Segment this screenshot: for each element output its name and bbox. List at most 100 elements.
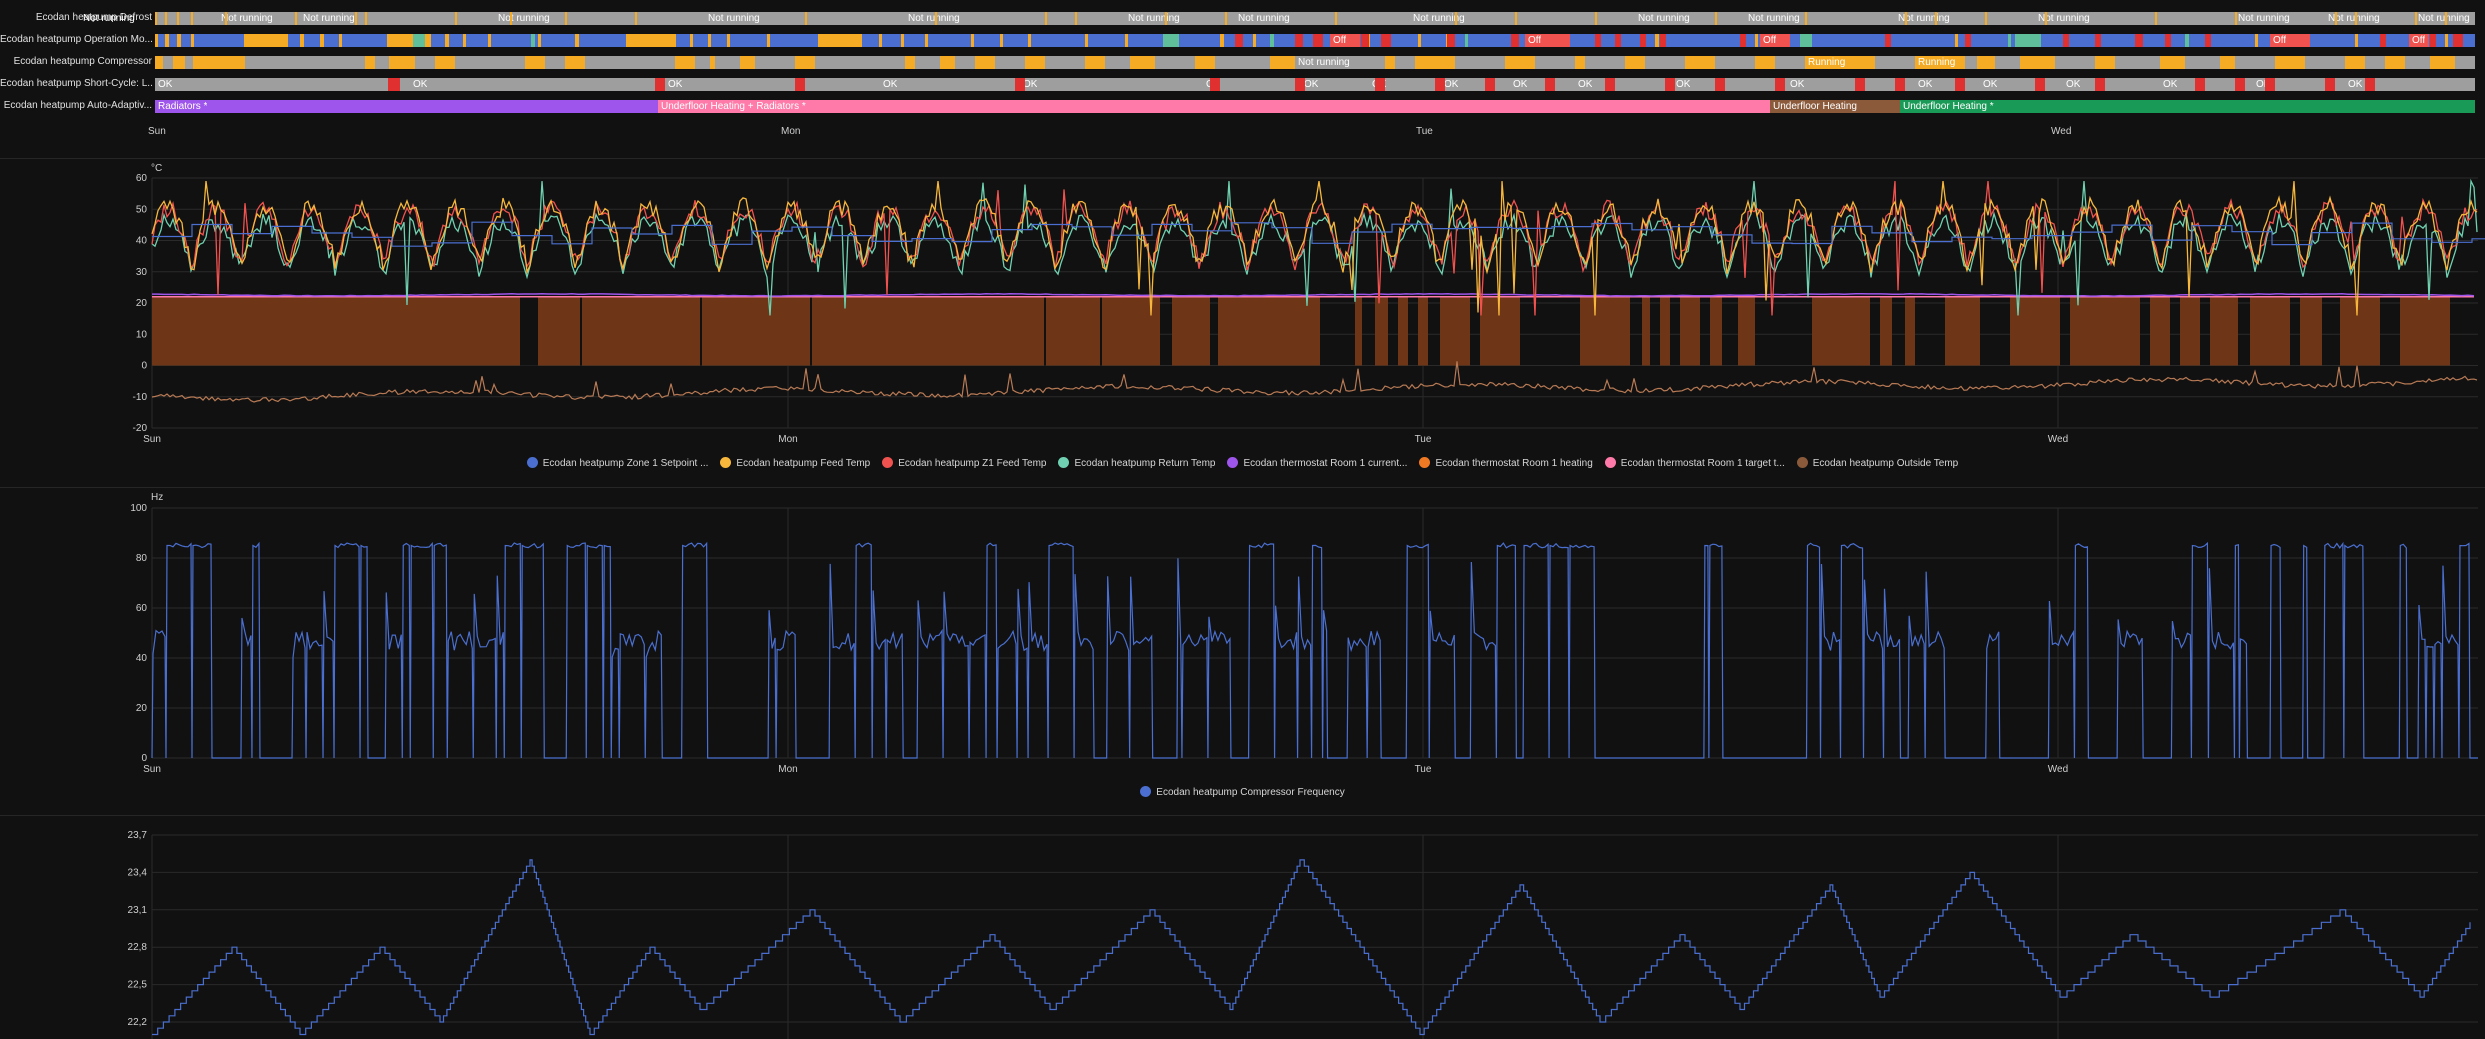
- operation-mode-stop[interactable]: [2165, 34, 2171, 47]
- defrost-tick[interactable]: [191, 12, 193, 25]
- operation-mode-stop[interactable]: [2063, 34, 2069, 47]
- operation-mode-off[interactable]: [1760, 34, 1790, 47]
- operation-mode-hotwater[interactable]: [155, 34, 158, 47]
- operation-mode-hotwater[interactable]: [879, 34, 882, 47]
- operation-mode-hotwater[interactable]: [1253, 34, 1256, 47]
- operation-mode-hotwater[interactable]: [339, 34, 342, 47]
- operation-mode-stop[interactable]: [1511, 34, 1519, 47]
- timeline-row-operation-mode[interactable]: Off Off Off Off Off: [155, 34, 2475, 47]
- short-cycle-fault[interactable]: [1665, 78, 1675, 91]
- compressor-not-running[interactable]: [2455, 56, 2475, 69]
- operation-mode-hotwater[interactable]: [575, 34, 579, 47]
- compressor-running-label[interactable]: [1805, 56, 1855, 69]
- operation-mode-hotwater[interactable]: [445, 34, 449, 47]
- compressor-not-running[interactable]: [585, 56, 675, 69]
- operation-mode-hotwater[interactable]: [1028, 34, 1031, 47]
- operation-mode-hotwater[interactable]: [727, 34, 730, 47]
- defrost-tick[interactable]: [2355, 12, 2357, 25]
- compressor-not-running[interactable]: [2115, 56, 2160, 69]
- operation-mode-hotwater[interactable]: [244, 34, 288, 47]
- operation-mode-hotwater[interactable]: [538, 34, 541, 47]
- operation-mode-hotwater[interactable]: [1955, 34, 1958, 47]
- room-temperature-chart[interactable]: 23,7 23,4 23,1 22,8 22,5 22,2: [0, 817, 2485, 1039]
- defrost-tick[interactable]: [1905, 12, 1907, 25]
- operation-mode-stop[interactable]: [2205, 34, 2211, 47]
- compressor-not-running[interactable]: [1455, 56, 1505, 69]
- operation-mode-stop[interactable]: [1295, 34, 1303, 47]
- compressor-not-running[interactable]: [545, 56, 565, 69]
- defrost-tick[interactable]: [2155, 12, 2157, 25]
- compressor-not-running[interactable]: [1215, 56, 1270, 69]
- defrost-tick[interactable]: [365, 12, 367, 25]
- operation-mode-stop[interactable]: [1313, 34, 1323, 47]
- short-cycle-fault[interactable]: [2195, 78, 2205, 91]
- compressor-not-running[interactable]: [163, 56, 173, 69]
- compressor-not-running[interactable]: [1775, 56, 1805, 69]
- operation-mode-stop[interactable]: [1595, 34, 1601, 47]
- defrost-tick[interactable]: [1715, 12, 1717, 25]
- defrost-tick[interactable]: [1805, 12, 1807, 25]
- compressor-not-running[interactable]: [2185, 56, 2220, 69]
- operation-mode-hotwater[interactable]: [708, 34, 711, 47]
- compressor-not-running[interactable]: [2235, 56, 2275, 69]
- operation-mode-hotwater[interactable]: [626, 34, 676, 47]
- defrost-tick[interactable]: [155, 12, 157, 25]
- timeline-row-compressor[interactable]: Not running Running Running: [155, 56, 2475, 69]
- defrost-tick[interactable]: [2235, 12, 2237, 25]
- compressor-not-running[interactable]: [1585, 56, 1625, 69]
- short-cycle-fault[interactable]: [1605, 78, 1615, 91]
- short-cycle-fault[interactable]: [1295, 78, 1305, 91]
- operation-mode-hotwater[interactable]: [818, 34, 862, 47]
- legend-item[interactable]: Ecodan thermostat Room 1 heating: [1419, 457, 1593, 469]
- adaptive-underfloor-star[interactable]: [1900, 100, 2475, 113]
- defrost-tick[interactable]: [510, 12, 512, 25]
- operation-mode-defrost[interactable]: [2015, 34, 2041, 47]
- operation-mode-hotwater[interactable]: [2445, 34, 2448, 47]
- operation-mode-defrost[interactable]: [413, 34, 425, 47]
- compressor-not-running[interactable]: [2405, 56, 2430, 69]
- short-cycle-fault[interactable]: [2035, 78, 2045, 91]
- operation-mode-stop[interactable]: [1235, 34, 1243, 47]
- operation-mode-hotwater[interactable]: [300, 34, 304, 47]
- short-cycle-fault[interactable]: [1955, 78, 1965, 91]
- compressor-not-running[interactable]: [2055, 56, 2095, 69]
- compressor-not-running[interactable]: [955, 56, 975, 69]
- operation-mode-off[interactable]: [2270, 34, 2310, 47]
- short-cycle-fault[interactable]: [2235, 78, 2245, 91]
- compressor-not-running[interactable]: [695, 56, 710, 69]
- operation-mode-hotwater[interactable]: [488, 34, 491, 47]
- compressor-not-running[interactable]: [1395, 56, 1415, 69]
- short-cycle-fault[interactable]: [1435, 78, 1445, 91]
- compressor-not-running[interactable]: [1995, 56, 2020, 69]
- defrost-tick[interactable]: [1075, 12, 1077, 25]
- operation-mode-hotwater[interactable]: [2355, 34, 2358, 47]
- operation-mode-hotwater[interactable]: [1220, 34, 1224, 47]
- defrost-tick[interactable]: [635, 12, 637, 25]
- defrost-tick[interactable]: [2415, 12, 2417, 25]
- adaptive-radiators[interactable]: [155, 100, 658, 113]
- compressor-not-running[interactable]: [915, 56, 940, 69]
- compressor-not-running[interactable]: [185, 56, 193, 69]
- operation-mode-hotwater[interactable]: [1655, 34, 1659, 47]
- operation-mode-stop[interactable]: [1640, 34, 1646, 47]
- legend-item[interactable]: Ecodan heatpump Compressor Frequency: [1140, 786, 1345, 798]
- operation-mode-defrost[interactable]: [2185, 34, 2189, 47]
- legend-item[interactable]: Ecodan heatpump Zone 1 Setpoint ...: [526, 457, 708, 469]
- defrost-tick[interactable]: [177, 12, 179, 25]
- legend-item[interactable]: Ecodan thermostat Room 1 target t...: [1604, 457, 1785, 469]
- operation-mode-stop[interactable]: [2380, 34, 2386, 47]
- compressor-not-running[interactable]: [715, 56, 740, 69]
- defrost-background[interactable]: [155, 12, 2475, 25]
- compressor-not-running[interactable]: [375, 56, 389, 69]
- defrost-tick[interactable]: [1455, 12, 1457, 25]
- short-cycle-fault[interactable]: [1015, 78, 1025, 91]
- compressor-not-running[interactable]: [1965, 56, 1977, 69]
- operation-mode-stop[interactable]: [2135, 34, 2143, 47]
- defrost-tick[interactable]: [355, 12, 357, 25]
- operation-mode-hotwater[interactable]: [177, 34, 181, 47]
- operation-mode-defrost[interactable]: [1465, 34, 1468, 47]
- compressor-not-running[interactable]: [1645, 56, 1685, 69]
- compressor-not-running[interactable]: [1155, 56, 1195, 69]
- short-cycle-fault[interactable]: [388, 78, 400, 91]
